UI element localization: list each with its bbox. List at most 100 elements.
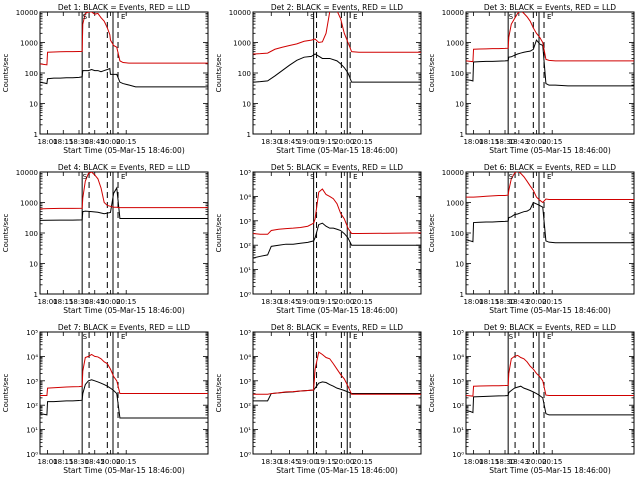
y-tick-label: 10000 (442, 9, 464, 17)
x-tick-label: 18:00 (37, 298, 57, 306)
y-tick-label: 10⁴ (26, 353, 38, 361)
x-tick-label: 19:00 (298, 458, 318, 466)
x-tick-label: 18:45 (279, 458, 299, 466)
x-tick-label: 20:00 (526, 138, 546, 146)
y-tick-label: 10⁴ (239, 353, 251, 361)
x-tick-label: 20:00 (526, 298, 546, 306)
y-tick-label: 1 (34, 131, 38, 139)
y-tick-label: 10³ (239, 218, 251, 226)
start-marker-label: S (509, 173, 514, 181)
red-series-line (253, 188, 421, 235)
x-tick-label: 18:15 (479, 298, 499, 306)
end-marker-label: E (353, 333, 357, 341)
y-tick-label: 1 (247, 131, 251, 139)
plot-frame (465, 171, 635, 295)
plot-frame (465, 331, 635, 455)
plot-area (466, 332, 634, 454)
x-tick-label: 18:30 (495, 458, 515, 466)
detector-panel-2: 1 10 100 1000 10000 18:3018:4519:0019:1520:00… (215, 3, 422, 155)
panel-title: Det 4: BLACK = Events, RED = LLD (58, 163, 190, 172)
x-tick-label: 19:15 (316, 458, 336, 466)
plot-frame (39, 171, 209, 295)
y-axis-label: Counts/sec (2, 374, 10, 413)
x-tick-label: 18:45 (85, 458, 105, 466)
y-axis-label: Counts/sec (428, 54, 436, 93)
x-tick-label: 18:15 (479, 138, 499, 146)
red-series-line (466, 172, 634, 204)
y-tick-label: 10¹ (452, 427, 464, 435)
x-tick-label: 18:30 (69, 138, 89, 146)
x-tick-label: 18:45 (279, 138, 299, 146)
black-series-line (40, 67, 208, 88)
black-series-line (40, 186, 208, 221)
x-tick-label: 18:30 (69, 458, 89, 466)
y-tick-label: 10³ (452, 378, 464, 386)
plot-area (40, 172, 208, 294)
plot-area (253, 172, 421, 294)
x-tick-label: 20:00 (100, 138, 120, 146)
detector-panel-9: 10⁰10¹10²10³10⁴10⁵18:0018:1518:3018:4320… (428, 323, 635, 475)
end-marker-label: E (353, 13, 357, 21)
x-tick-label: 20:15 (116, 138, 136, 146)
black-series-line (40, 379, 208, 419)
y-axis-label: Counts/sec (428, 374, 436, 413)
x-tick-label: 18:45 (85, 138, 105, 146)
y-tick-label: 10² (26, 402, 38, 410)
detector-panel-8: 10⁰10¹10²10³10⁴10⁵18:3018:4519:0019:1520… (215, 323, 422, 475)
red-series-line (466, 12, 634, 63)
x-tick-label: 18:30 (495, 138, 515, 146)
black-series-line (253, 53, 421, 83)
x-tick-label: 20:15 (542, 298, 562, 306)
x-tick-label: 18:30 (261, 458, 281, 466)
x-tick-label: 18:00 (463, 298, 483, 306)
y-tick-label: 10⁵ (26, 329, 38, 337)
end-marker-label: E (547, 173, 551, 181)
x-tick-label: 18:30 (261, 138, 281, 146)
x-tick-label: 20:15 (352, 298, 372, 306)
start-marker-label: S (310, 13, 315, 21)
y-axis-label: Counts/sec (215, 214, 223, 253)
y-tick-label: 10000 (16, 169, 38, 177)
y-tick-label: 10² (239, 402, 251, 410)
x-tick-label: 19:00 (298, 138, 318, 146)
black-series-line (466, 39, 634, 87)
y-tick-label: 100 (25, 230, 38, 238)
red-series-line (253, 351, 421, 395)
end-marker-label: E (547, 333, 551, 341)
y-tick-label: 1000 (233, 40, 251, 48)
end-marker-label: E (547, 13, 551, 21)
detector-panel-6: 1 10 100 1000 10000 18:0018:1518:3018:4320:00… (428, 163, 635, 315)
y-axis-label: Counts/sec (428, 214, 436, 253)
y-tick-label: 10² (239, 242, 251, 250)
x-tick-label: 20:15 (352, 458, 372, 466)
end-marker-label: E (353, 173, 357, 181)
x-tick-label: 18:45 (85, 298, 105, 306)
x-axis-label: Start Time (05-Mar-15 18:46:00) (63, 146, 185, 155)
plot-area (253, 12, 421, 134)
x-tick-label: 18:43 (509, 138, 529, 146)
x-tick-label: 19:15 (316, 298, 336, 306)
start-marker-label: S (310, 333, 315, 341)
x-tick-label: 20:15 (542, 458, 562, 466)
y-tick-label: 10⁰ (239, 291, 251, 299)
x-axis-label: Start Time (05-Mar-15 18:46:00) (489, 466, 611, 475)
red-series-line (40, 172, 208, 210)
y-tick-label: 1000 (446, 40, 464, 48)
start-marker-label: S (83, 173, 88, 181)
y-tick-label: 10¹ (239, 427, 251, 435)
black-series-line (253, 222, 421, 259)
y-tick-label: 10⁵ (452, 329, 464, 337)
plot-frame (39, 11, 209, 135)
detector-panel-3: 1 10 100 1000 10000 18:0018:1518:3018:4320:00… (428, 3, 635, 155)
red-series-line (40, 353, 208, 396)
plot-area (253, 332, 421, 454)
x-tick-label: 20:15 (542, 138, 562, 146)
panel-title: Det 8: BLACK = Events, RED = LLD (271, 323, 403, 332)
x-axis-label: Start Time (05-Mar-15 18:46:00) (489, 146, 611, 155)
plot-area (40, 332, 208, 454)
x-axis-label: Start Time (05-Mar-15 18:46:00) (276, 306, 398, 315)
y-axis-label: Counts/sec (215, 54, 223, 93)
panel-title: Det 5: BLACK = Events, RED = LLD (271, 163, 403, 172)
panel-title: Det 2: BLACK = Events, RED = LLD (271, 3, 403, 12)
